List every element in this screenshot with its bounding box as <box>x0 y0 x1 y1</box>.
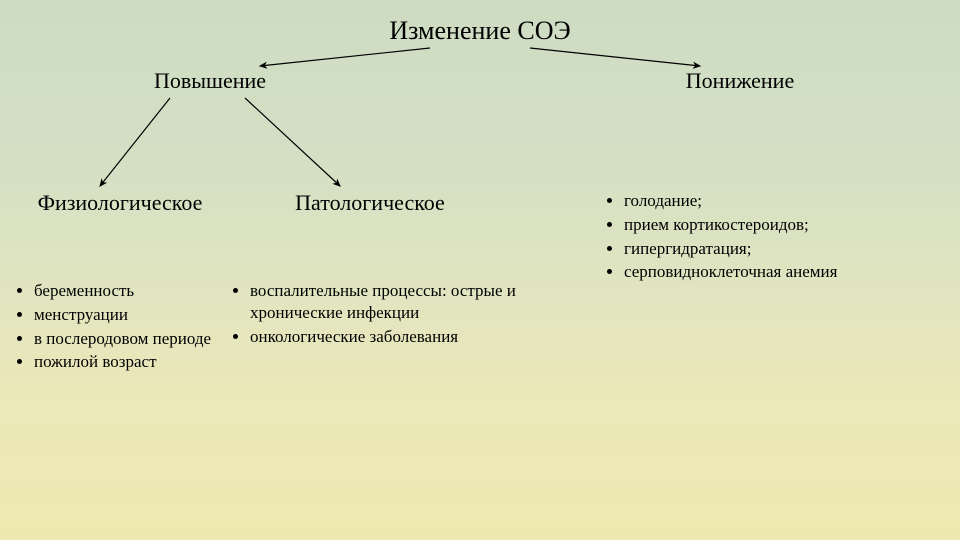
list-physiological: беременность менструации в послеродовом … <box>6 280 234 375</box>
heading-decrease: Понижение <box>640 68 840 94</box>
list-pathological: воспалительные процессы: острые и хронич… <box>222 280 590 349</box>
arrow <box>530 48 700 66</box>
list-decrease: голодание; прием кортикостероидов; гипер… <box>596 190 960 285</box>
list-item: гипергидратация; <box>624 238 960 262</box>
list-item: пожилой возраст <box>34 351 234 375</box>
list-item: серповидноклеточная анемия <box>624 261 960 285</box>
list-item: голодание; <box>624 190 960 214</box>
arrow <box>100 98 170 186</box>
heading-physiological: Физиологическое <box>10 190 230 216</box>
list-item: менструации <box>34 304 234 328</box>
list-item: беременность <box>34 280 234 304</box>
arrow <box>245 98 340 186</box>
heading-pathological: Патологическое <box>260 190 480 216</box>
list-item: прием кортикостероидов; <box>624 214 960 238</box>
arrow <box>260 48 430 66</box>
heading-increase: Повышение <box>110 68 310 94</box>
diagram-title: Изменение СОЭ <box>0 16 960 46</box>
list-item: онкологические заболевания <box>250 326 590 350</box>
list-item: воспалительные процессы: острые и хронич… <box>250 280 590 326</box>
list-item: в послеродовом периоде <box>34 328 234 352</box>
